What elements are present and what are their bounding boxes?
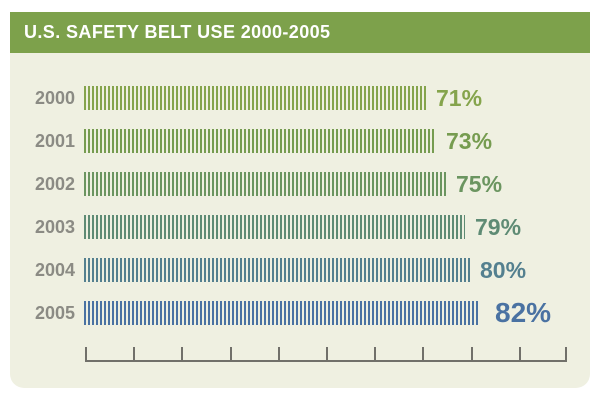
axis-tick-90 bbox=[519, 347, 521, 360]
value-label-2002: 75% bbox=[456, 171, 503, 197]
chart-row-2004: 2004 80% bbox=[10, 258, 590, 282]
axis-tick-50 bbox=[326, 347, 328, 360]
axis-tick-70 bbox=[422, 347, 424, 360]
axis-tick-40 bbox=[278, 347, 280, 360]
year-label-2005: 2005 bbox=[34, 303, 75, 323]
bar-2001 bbox=[84, 129, 436, 153]
x-axis bbox=[85, 347, 567, 362]
year-label-2002: 2002 bbox=[34, 174, 75, 194]
axis-tick-100 bbox=[565, 347, 567, 360]
chart-plot-area: 2000 71% 2001 73% 2002 75% 2003 79% 2004 80% 2005 8… bbox=[10, 53, 590, 388]
chart-row-2002: 2002 75% bbox=[10, 172, 590, 196]
chart-row-2001: 2001 73% bbox=[10, 129, 590, 153]
bar-2005 bbox=[84, 301, 479, 325]
axis-tick-60 bbox=[374, 347, 376, 360]
bar-2004 bbox=[84, 258, 470, 282]
value-label-2001: 73% bbox=[446, 128, 493, 154]
year-label-2004: 2004 bbox=[34, 260, 75, 280]
chart-row-2005: 2005 82% bbox=[10, 297, 590, 328]
axis-tick-0 bbox=[85, 347, 87, 360]
year-label-2003: 2003 bbox=[34, 217, 75, 237]
year-label-2001: 2001 bbox=[34, 131, 75, 151]
axis-tick-20 bbox=[181, 347, 183, 360]
bar-2002 bbox=[84, 172, 446, 196]
axis-tick-30 bbox=[230, 347, 232, 360]
value-label-2005: 82% bbox=[495, 297, 552, 328]
axis-tick-10 bbox=[133, 347, 135, 360]
chart-title: U.S. SAFETY BELT USE 2000-2005 bbox=[24, 22, 331, 42]
chart-row-2000: 2000 71% bbox=[10, 86, 590, 110]
value-label-2003: 79% bbox=[475, 214, 522, 240]
bar-2000 bbox=[84, 86, 426, 110]
chart-row-2003: 2003 79% bbox=[10, 215, 590, 239]
value-label-2000: 71% bbox=[436, 85, 483, 111]
bar-2003 bbox=[84, 215, 465, 239]
chart-title-bar: U.S. SAFETY BELT USE 2000-2005 bbox=[10, 12, 590, 53]
year-label-2000: 2000 bbox=[34, 88, 75, 108]
value-label-2004: 80% bbox=[480, 257, 527, 283]
axis-tick-80 bbox=[471, 347, 473, 360]
